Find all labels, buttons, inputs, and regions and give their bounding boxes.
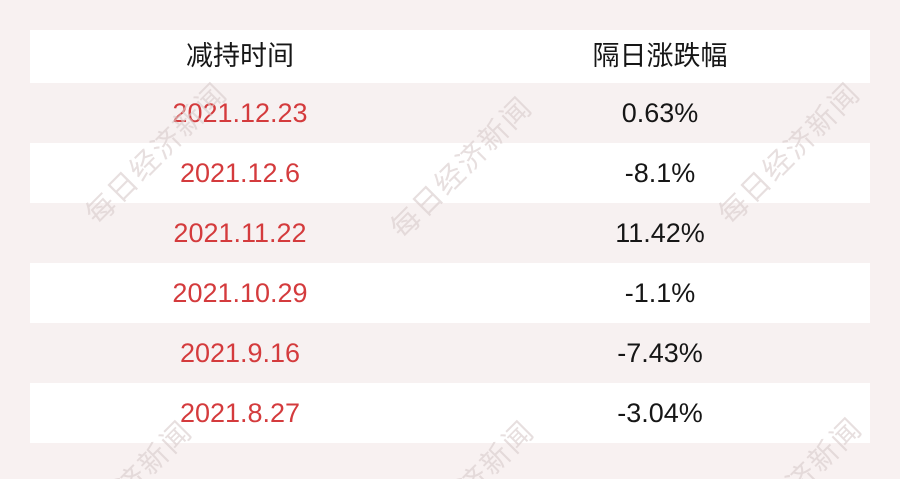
date-cell: 2021.9.16 <box>179 337 301 368</box>
change-cell: 11.42% <box>615 217 705 248</box>
table-row: 2021.10.29 -1.1% <box>30 263 870 323</box>
change-cell: -1.1% <box>624 277 696 308</box>
change-cell: 0.63% <box>621 97 699 128</box>
table-header-row: 减持时间 隔日涨跌幅 <box>30 30 870 83</box>
table-row: 2021.8.27 -3.04% <box>30 383 870 443</box>
table-row: 2021.9.16 -7.43% <box>30 323 870 383</box>
header-cell-next-day-change: 隔日涨跌幅 <box>592 41 728 71</box>
change-cell: -8.1% <box>624 157 696 188</box>
table-row: 2021.12.23 0.63% <box>30 83 870 143</box>
table-row: 2021.11.22 11.42% <box>30 203 870 263</box>
data-table: 减持时间 隔日涨跌幅 2021.12.23 0.63% 2021.12.6 -8… <box>30 30 870 443</box>
table-row: 2021.12.6 -8.1% <box>30 143 870 203</box>
date-cell: 2021.8.27 <box>179 397 301 428</box>
date-cell: 2021.11.22 <box>173 217 307 248</box>
date-cell: 2021.10.29 <box>172 277 308 308</box>
date-cell: 2021.12.23 <box>172 97 308 128</box>
date-cell: 2021.12.6 <box>179 157 301 188</box>
header-cell-reduction-time: 减持时间 <box>186 41 294 71</box>
change-cell: -3.04% <box>617 397 703 428</box>
change-cell: -7.43% <box>617 337 703 368</box>
